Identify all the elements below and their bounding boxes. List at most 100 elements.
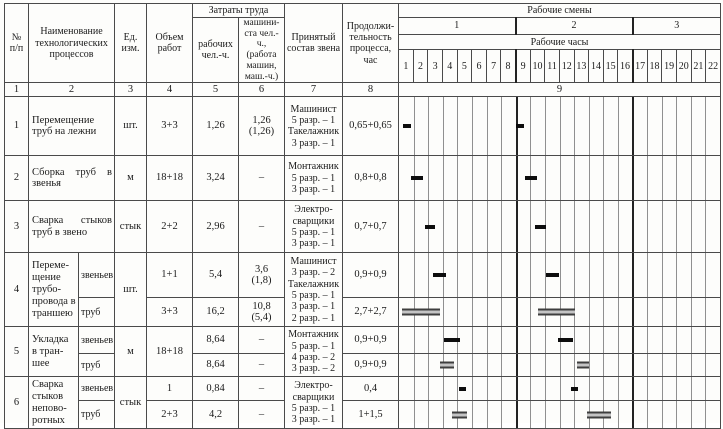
hour-grid-line [428, 327, 430, 353]
cell-r6b-volume: 2+3 [146, 400, 193, 429]
gantt-bar [587, 411, 611, 419]
cell-r6a-machinist: – [238, 376, 285, 402]
hour-grid-line [690, 327, 692, 353]
header-shifts-group: Рабочие смены [398, 3, 721, 18]
cell-r1-crew: Машинист 5 разр. – 1 Такелажник 3 разр. … [284, 96, 343, 157]
cell-r4b-workers: 16,2 [192, 297, 239, 328]
hour-grid-line [442, 201, 444, 252]
gantt-bar [401, 308, 440, 316]
hour-grid-line [574, 401, 576, 428]
hour-grid-line [574, 97, 576, 155]
gantt-bar [424, 224, 435, 229]
hour-grid-line [647, 201, 649, 252]
hour-grid-line [661, 354, 663, 376]
hour-grid-line [647, 97, 649, 155]
header-shift-2: 2 [515, 16, 634, 36]
hour-grid-line [559, 354, 561, 376]
cell-r3-num: 3 [4, 200, 29, 254]
hour-grid-line [603, 156, 605, 200]
hour-cell-4: 4 [441, 49, 458, 84]
cell-r6a-volume: 1 [146, 376, 193, 402]
hour-grid-line [661, 298, 663, 326]
cell-r6-unit: стык [114, 376, 147, 429]
cell-r5a-workers: 8,64 [192, 326, 239, 355]
hour-grid-line [530, 298, 532, 326]
hour-grid-line [676, 401, 678, 428]
hour-grid-line [647, 253, 649, 297]
hour-grid-line [661, 401, 663, 428]
hour-grid-line [661, 201, 663, 252]
hour-grid-line [603, 253, 605, 297]
cell-r3-unit: стык [114, 200, 147, 254]
cell-r5b-duration: 0,9+0,9 [342, 353, 399, 378]
colnum-5: 5 [192, 82, 239, 98]
hour-grid-line [530, 327, 532, 353]
hour-grid-line [471, 327, 473, 353]
hour-grid-line [428, 401, 430, 428]
header-shift-3: 3 [632, 16, 721, 36]
cell-r2-crew: Монтажник 5 разр. – 1 3 разр. – 1 [284, 155, 343, 202]
cell-r4-unit: шт. [114, 252, 147, 328]
hour-grid-line [501, 156, 503, 200]
gantt-bar [577, 361, 590, 369]
cell-r2-machinist: – [238, 155, 285, 202]
hour-grid-line [588, 298, 590, 326]
hour-grid-line [501, 377, 503, 400]
cell-r1-machinist: 1,26 (1,26) [238, 96, 285, 157]
hour-grid-line [661, 156, 663, 200]
hour-grid-line [442, 156, 444, 200]
hour-grid-line [544, 327, 546, 353]
cell-r5a-machinist: – [238, 326, 285, 355]
hour-grid-line [442, 377, 444, 400]
hour-cell-5: 5 [456, 49, 473, 84]
cell-r5-crew: Монтажник 5 разр. – 1 4 разр. – 2 3 разр… [284, 326, 343, 378]
cell-r3-workers: 2,96 [192, 200, 239, 254]
hour-grid-line [457, 298, 459, 326]
hour-grid-line [457, 156, 459, 200]
hour-grid-line [690, 401, 692, 428]
hour-grid-line [705, 97, 707, 155]
colnum-7: 7 [284, 82, 343, 98]
hour-grid-line [617, 327, 619, 353]
gantt-bar [439, 361, 455, 369]
header-hours-group: Рабочие часы [398, 34, 721, 51]
cell-r1-volume: 3+3 [146, 96, 193, 157]
hour-grid-line [501, 401, 503, 428]
hour-grid-line [559, 97, 561, 155]
gantt-row-4b [398, 297, 721, 328]
shift-boundary-line [515, 156, 518, 200]
hour-grid-line [705, 327, 707, 353]
hour-grid-line [690, 253, 692, 297]
hour-grid-line [413, 354, 415, 376]
hour-grid-line [501, 354, 503, 376]
cell-r4-num: 4 [4, 252, 29, 328]
cell-r6b-machinist: – [238, 400, 285, 429]
cell-r6a-duration: 0,4 [342, 376, 399, 402]
cell-r3-machinist: – [238, 200, 285, 254]
hour-cell-18: 18 [646, 49, 663, 84]
gantt-bar [535, 224, 547, 229]
shift-boundary-line [515, 327, 518, 353]
cell-r4a-workers: 5,4 [192, 252, 239, 299]
hour-grid-line [588, 327, 590, 353]
hour-grid-line [647, 401, 649, 428]
hour-grid-line [501, 97, 503, 155]
hour-grid-line [501, 298, 503, 326]
gantt-row-6a [398, 376, 721, 402]
hour-grid-line [530, 253, 532, 297]
hour-grid-line [413, 201, 415, 252]
cell-r5-name: Укладка в тран- шее [28, 326, 79, 378]
cell-r1-name: Перемещение труб на лежни [28, 96, 115, 157]
colnum-9: 9 [398, 82, 721, 98]
shift-boundary-line [632, 401, 635, 428]
cell-r5-num: 5 [4, 326, 29, 378]
cell-r1-duration: 0,65+0,65 [342, 96, 399, 157]
cell-r5b-machinist: – [238, 353, 285, 378]
hour-grid-line [574, 354, 576, 376]
hour-grid-line [661, 97, 663, 155]
hour-grid-line [647, 354, 649, 376]
hour-grid-line [574, 201, 576, 252]
hour-grid-line [676, 298, 678, 326]
hour-grid-line [574, 253, 576, 297]
cell-r5b-sub: труб [78, 353, 115, 378]
